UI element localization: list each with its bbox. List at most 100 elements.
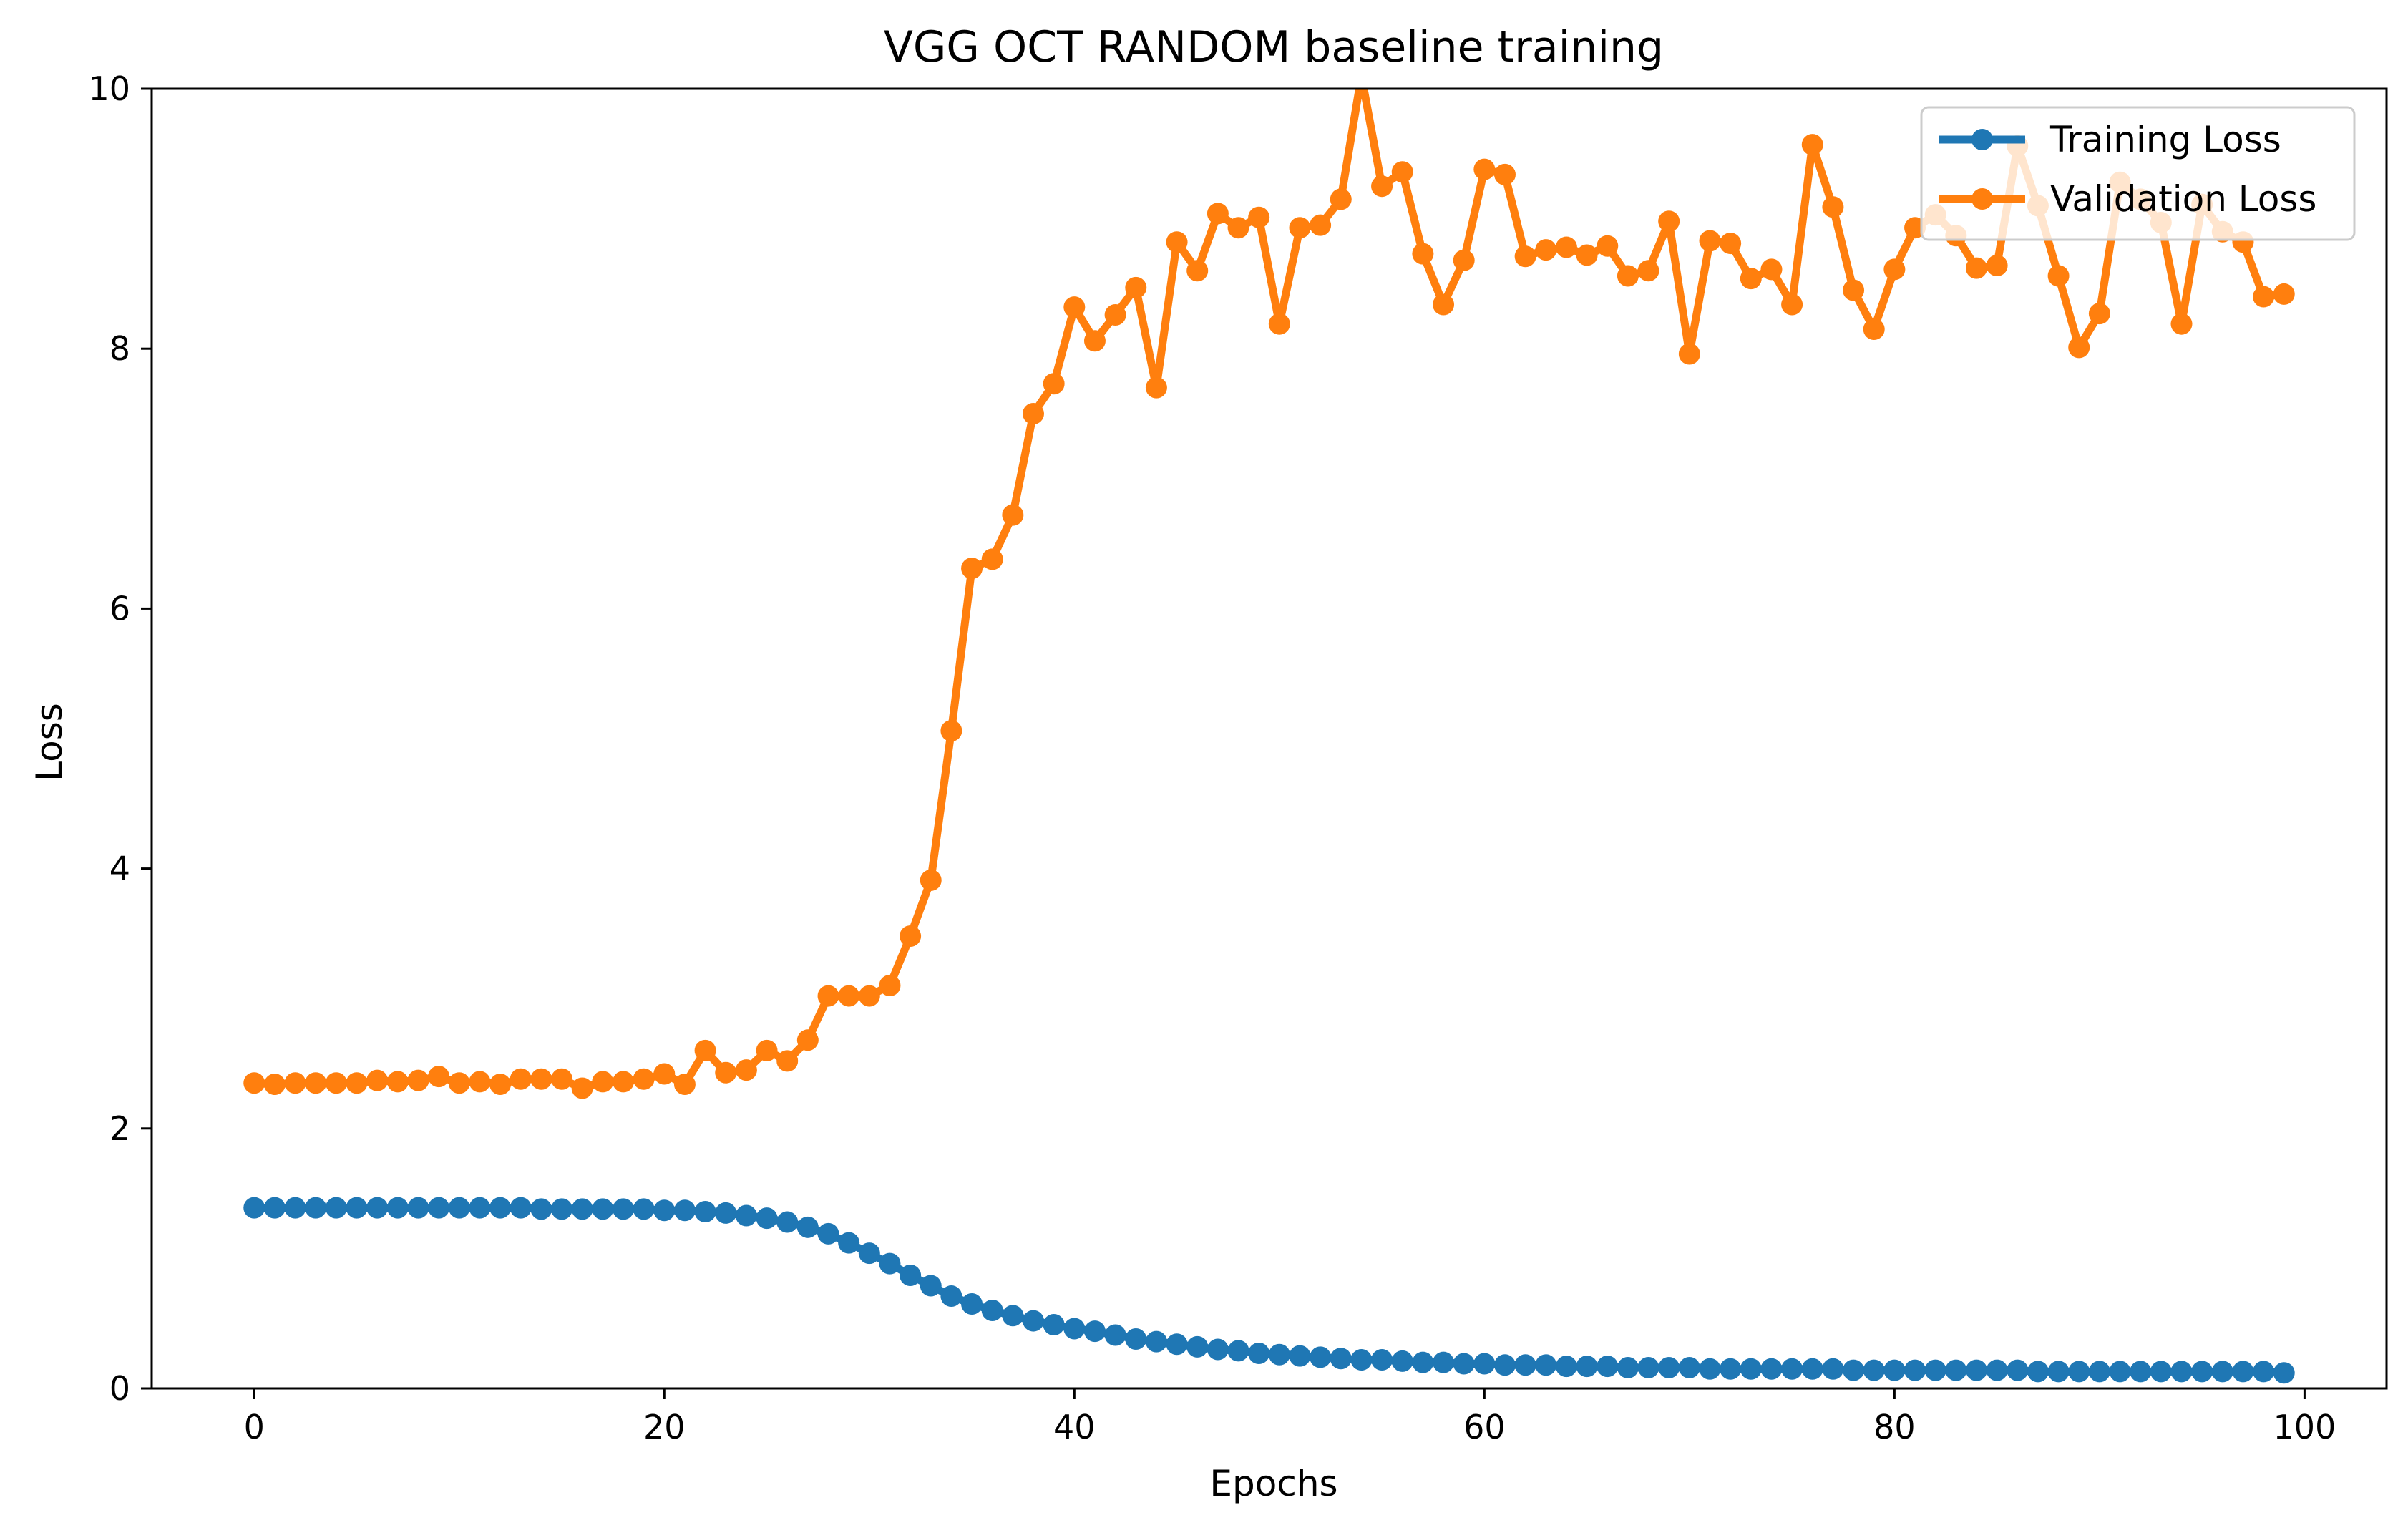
training-loss-point — [1227, 1340, 1249, 1362]
training-loss-point — [1658, 1356, 1680, 1378]
validation-loss-point — [1453, 249, 1475, 271]
chart-title: VGG OCT RANDOM baseline training — [884, 22, 1664, 72]
validation-loss-point — [1678, 343, 1700, 365]
training-loss-point — [1535, 1354, 1557, 1376]
validation-loss-point — [1289, 217, 1311, 239]
training-loss-point — [1986, 1359, 2008, 1381]
validation-loss-point — [1412, 243, 1434, 265]
training-loss-point — [1083, 1320, 1106, 1343]
training-loss-point — [2253, 1361, 2275, 1383]
validation-loss-point — [1863, 318, 1885, 340]
validation-loss-point — [366, 1069, 389, 1091]
validation-loss-point — [1166, 231, 1188, 253]
validation-loss-point — [346, 1072, 368, 1094]
training-loss-point — [1637, 1356, 1659, 1378]
validation-loss-point — [284, 1072, 306, 1094]
x-tick-label: 60 — [1463, 1408, 1506, 1446]
validation-loss-point — [1535, 239, 1557, 261]
training-loss-point — [2027, 1361, 2049, 1383]
validation-loss-point — [1986, 254, 2008, 276]
training-loss-point — [1720, 1358, 1742, 1380]
training-loss-point — [1576, 1356, 1598, 1378]
training-loss-point — [940, 1285, 962, 1308]
validation-loss-point — [715, 1061, 737, 1084]
training-loss-point — [838, 1232, 860, 1254]
training-loss-point — [1924, 1359, 1946, 1381]
training-loss-point — [1043, 1314, 1065, 1336]
training-loss-point — [1699, 1358, 1721, 1380]
training-loss-point — [2191, 1361, 2213, 1383]
x-tick-label: 80 — [1873, 1408, 1916, 1446]
training-loss-point — [1514, 1354, 1536, 1376]
training-loss-point — [1760, 1358, 1783, 1380]
validation-loss-point — [1822, 196, 1844, 218]
training-loss-point — [1883, 1359, 1906, 1381]
validation-loss-point — [1248, 206, 1270, 228]
validation-loss-point — [2273, 283, 2295, 305]
validation-loss-point — [510, 1068, 532, 1090]
validation-loss-point — [612, 1071, 634, 1093]
training-loss-point — [1843, 1359, 1865, 1381]
validation-loss-point — [2170, 313, 2193, 335]
training-loss-point — [1965, 1359, 1987, 1381]
validation-loss-point — [694, 1039, 716, 1061]
y-tick-label: 10 — [88, 69, 130, 108]
validation-loss-point — [1760, 258, 1783, 281]
x-tick-label: 100 — [2273, 1408, 2336, 1446]
training-loss-point — [571, 1198, 593, 1220]
training-loss-point — [653, 1199, 676, 1222]
validation-loss-point — [673, 1074, 696, 1096]
x-axis-label: Epochs — [1209, 1463, 1337, 1504]
validation-loss-point — [2068, 336, 2090, 359]
validation-loss-point — [469, 1071, 491, 1093]
training-loss-point — [1268, 1343, 1290, 1366]
training-loss-point — [1412, 1351, 1434, 1373]
validation-loss-point — [653, 1063, 676, 1085]
axes: 0 20 40 60 80 100 0 2 4 6 8 10 — [88, 69, 2388, 1446]
validation-loss-point — [1063, 296, 1086, 318]
training-loss-point — [243, 1197, 265, 1219]
training-loss-point — [1433, 1351, 1455, 1373]
validation-loss-point — [1576, 244, 1598, 266]
training-loss-point — [1248, 1342, 1270, 1364]
training-loss-point — [961, 1293, 983, 1315]
training-loss-point — [694, 1201, 716, 1223]
training-loss-point — [715, 1202, 737, 1224]
validation-loss-point — [325, 1072, 347, 1094]
training-loss-point — [1002, 1305, 1024, 1327]
training-loss-point — [1822, 1358, 1844, 1380]
training-loss-point — [633, 1198, 655, 1220]
validation-loss-point — [1781, 293, 1803, 316]
training-loss-point — [1063, 1318, 1086, 1340]
training-loss-point — [1310, 1346, 1332, 1368]
training-loss-point — [735, 1204, 757, 1227]
validation-loss-point — [489, 1074, 512, 1096]
training-loss-point — [1145, 1330, 1167, 1353]
validation-loss-point — [1801, 134, 1823, 156]
validation-loss-point — [305, 1072, 327, 1094]
training-loss-point — [346, 1197, 368, 1219]
validation-loss-point — [1043, 373, 1065, 395]
x-tick-label: 0 — [244, 1408, 265, 1446]
validation-loss-point — [735, 1059, 757, 1081]
training-loss-point — [1453, 1353, 1475, 1375]
training-loss-point — [817, 1222, 839, 1245]
legend-training-label: Training Loss — [2049, 119, 2281, 160]
y-axis-label: Loss — [29, 703, 70, 782]
legend-validation-label: Validation Loss — [2050, 178, 2316, 220]
validation-loss-point — [1493, 163, 1516, 185]
training-loss-point — [1945, 1359, 1967, 1381]
validation-loss-point — [1617, 265, 1639, 287]
validation-loss-point — [1268, 313, 1290, 335]
training-loss-point — [1289, 1345, 1311, 1367]
training-loss-point — [756, 1207, 778, 1230]
training-loss-point — [1023, 1310, 1045, 1332]
axes-frame — [150, 87, 2388, 1390]
training-loss-point — [305, 1197, 327, 1219]
validation-loss-point — [1002, 504, 1024, 526]
validation-loss-point — [1186, 260, 1209, 282]
validation-loss-point — [900, 925, 922, 948]
validation-loss-point — [1227, 217, 1249, 239]
validation-loss-point — [1104, 303, 1126, 326]
validation-loss-point — [961, 558, 983, 580]
